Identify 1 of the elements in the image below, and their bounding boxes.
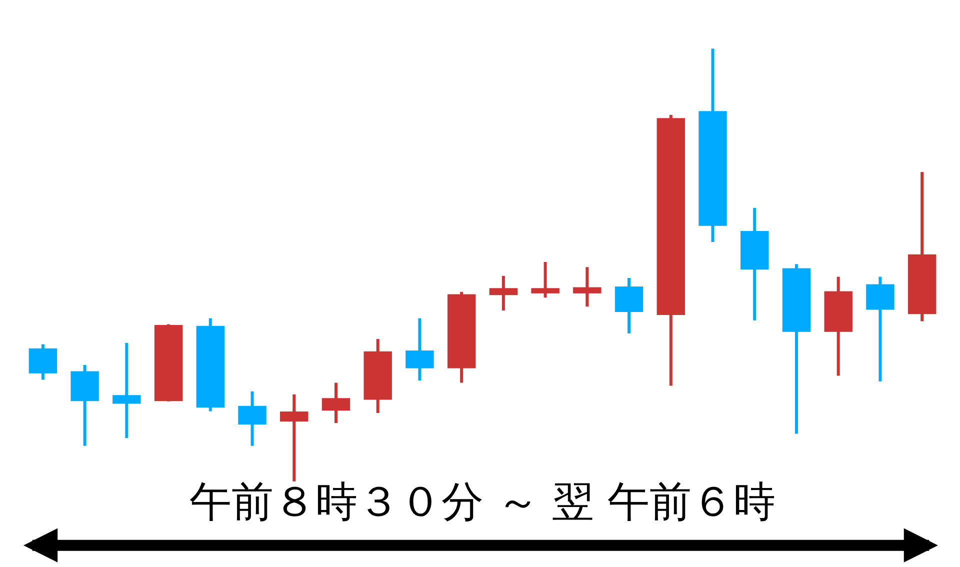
x-axis-title: 午前８時３０分 ～ 翌 午前６時: [189, 476, 776, 526]
